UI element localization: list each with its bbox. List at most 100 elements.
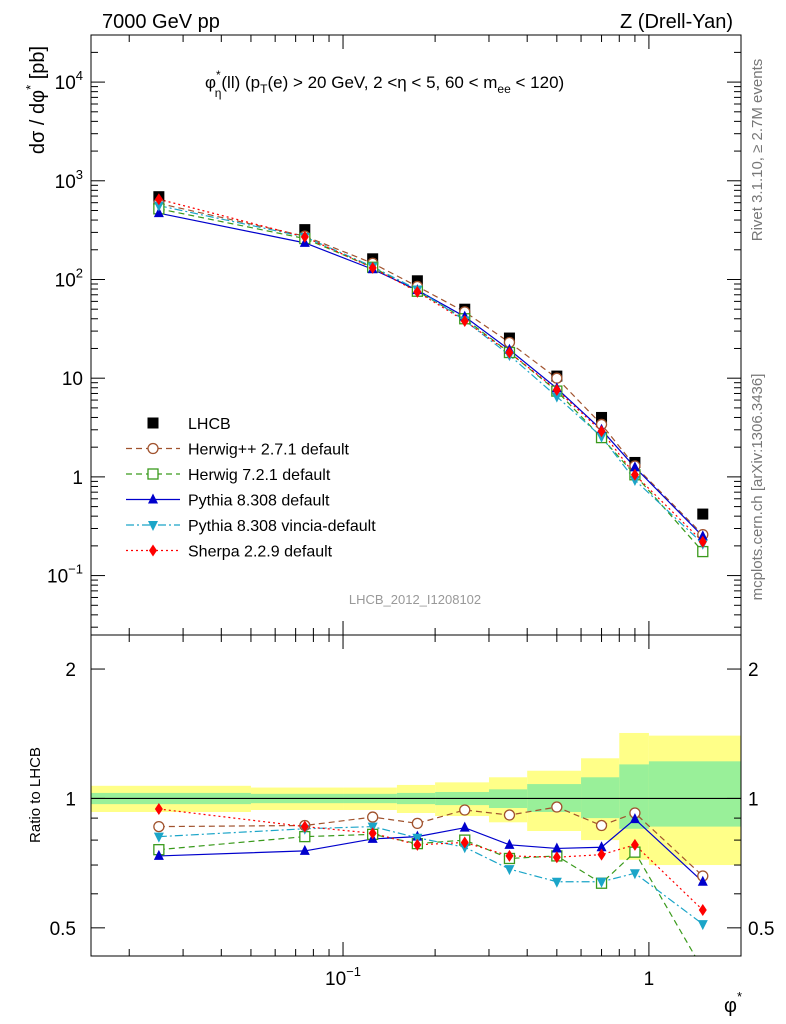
legend-entry-lhcb: LHCB — [147, 416, 231, 433]
band-segment — [581, 777, 620, 819]
ratio-y-axis-label: Ratio to LHCB — [27, 747, 44, 843]
data-point — [505, 346, 514, 359]
data-point — [551, 372, 563, 384]
data-point — [629, 461, 640, 472]
data-point — [596, 432, 607, 443]
data-point — [459, 804, 471, 816]
ratio-series-herwig-2-7-1-default — [158, 806, 704, 877]
ratio-markers-sherpa-2-2-9-default — [154, 803, 707, 917]
x-axis-label: φ* — [724, 989, 742, 1017]
data-point — [154, 803, 163, 816]
data-point — [597, 425, 606, 438]
rivet-version-label: Rivet 3.1.10, ≥ 2.7M events — [749, 59, 766, 242]
data-point — [551, 801, 563, 813]
y-tick-label: 10−1 — [47, 562, 83, 588]
data-point — [153, 207, 164, 218]
legend-marker — [148, 521, 158, 531]
data-point — [153, 832, 164, 843]
legend-entry-sherpa-2-2-9-default: Sherpa 2.2.9 default — [126, 544, 333, 561]
ratio-panel-frame — [90, 634, 742, 957]
data-point — [630, 468, 639, 481]
ratio-y-tick-label-right: 1 — [748, 789, 759, 810]
legend-entry-herwig-2-7-1-default: Herwig++ 2.7.1 default — [126, 442, 350, 459]
legend-label: Pythia 8.308 default — [188, 493, 330, 510]
series-pythia-8-308-vincia-default — [158, 205, 704, 545]
ratio-series-pythia-8-308-default — [158, 818, 704, 883]
legend-label: Herwig 7.2.1 default — [188, 467, 331, 484]
data-point — [460, 314, 469, 327]
x-tick-label: 1 — [644, 969, 655, 990]
legend-label: Pythia 8.308 vincia-default — [188, 518, 376, 535]
main-y-axis-label: dσ / dφ* [pb] — [23, 46, 49, 154]
analysis-watermark: LHCB_2012_I1208102 — [349, 592, 481, 607]
ratio-series-sherpa-2-2-9-default — [158, 808, 704, 911]
x-tick-label: 10−1 — [325, 964, 361, 990]
y-tick-label: 104 — [55, 68, 83, 94]
ratio-y-tick-label-right: 0.5 — [748, 919, 774, 940]
series-markers-pythia-8-308-default — [153, 207, 708, 541]
data-point — [697, 530, 708, 541]
data-point — [300, 820, 309, 833]
mcplots-reference-label: mcplots.cern.ch [arXiv:1306.3436] — [749, 374, 766, 601]
data-point — [504, 838, 515, 849]
data-point — [595, 819, 608, 832]
series-line — [158, 212, 704, 537]
data-point — [596, 411, 608, 423]
ratio-series-herwig-7-2-1-default — [158, 833, 696, 956]
legend-entry-herwig-7-2-1-default: Herwig 7.2.1 default — [126, 467, 331, 484]
ratio-y-tick-label-left: 2 — [65, 660, 76, 681]
ratio-series-pythia-8-308-vincia-default — [158, 825, 704, 925]
header-left-label: 7000 GeV pp — [102, 11, 220, 33]
data-point — [505, 849, 514, 862]
data-point — [551, 842, 562, 853]
y-tick-label: 102 — [55, 265, 83, 291]
data-point — [504, 865, 515, 876]
data-point — [503, 809, 516, 821]
data-point — [153, 820, 165, 833]
series-line — [158, 806, 704, 877]
data-point — [596, 841, 607, 852]
data-point — [413, 838, 422, 851]
legend-marker — [147, 468, 159, 480]
legend-marker — [147, 417, 159, 429]
data-point — [629, 869, 640, 880]
observable-title: φ* η(ll) (pT(e) > 20 GeV, 2 <η < 5, 60 < … — [205, 68, 564, 100]
legend-marker — [148, 493, 158, 504]
data-point — [153, 201, 164, 212]
legend: LHCB Herwig++ 2.7.1 default Herwig 7.2.1 d… — [126, 416, 376, 561]
data-point — [459, 821, 470, 832]
data-point — [552, 383, 561, 396]
data-point — [597, 848, 606, 861]
ratio-y-tick-label-right: 2 — [748, 660, 759, 681]
series-line — [158, 205, 704, 545]
data-point — [300, 230, 309, 243]
legend-entry-pythia-8-308-default: Pythia 8.308 default — [126, 493, 330, 510]
series-line — [158, 208, 704, 552]
data-point — [698, 965, 708, 975]
y-tick-label: 1 — [72, 468, 83, 489]
data-point — [697, 875, 708, 886]
ratio-markers-pythia-8-308-default — [153, 813, 708, 886]
header-right-label: Z (Drell-Yan) — [620, 11, 733, 33]
data-point — [629, 813, 640, 824]
series-line — [158, 818, 704, 883]
y-tick-label: 10 — [62, 369, 83, 390]
series-line — [158, 808, 704, 911]
data-point — [698, 904, 707, 917]
data-point — [367, 811, 379, 823]
data-point — [154, 193, 163, 206]
data-point — [552, 851, 561, 864]
legend-label: LHCB — [188, 416, 231, 433]
data-point — [368, 261, 377, 274]
data-point — [551, 392, 562, 403]
data-point — [368, 827, 377, 840]
data-point — [412, 833, 423, 844]
series-line — [158, 825, 704, 925]
data-point — [460, 836, 469, 849]
ratio-panel: 10−1 1 2 2 1 1 0.5 0.5 — [50, 634, 774, 990]
legend-label: Sherpa 2.2.9 default — [188, 544, 333, 561]
data-point — [697, 508, 709, 520]
series-sherpa-2-2-9-default — [158, 198, 704, 543]
legend-marker — [149, 544, 157, 557]
